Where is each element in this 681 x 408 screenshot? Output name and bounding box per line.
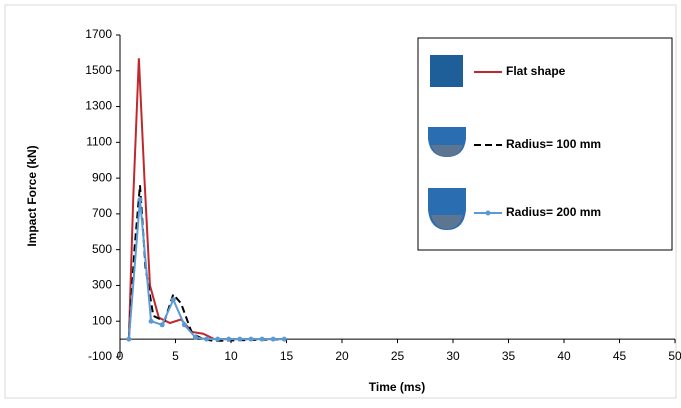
- y-tick-label: 1100: [86, 135, 112, 149]
- y-axis-title: Impact Force (kN): [25, 145, 39, 246]
- marker: [237, 336, 243, 342]
- line: [127, 199, 285, 341]
- y-tick-label: 100: [92, 313, 112, 327]
- marker: [181, 322, 187, 328]
- x-axis-title: Time (ms): [369, 380, 425, 394]
- x-tick-label: 25: [391, 349, 405, 363]
- y-tick-label: -100: [88, 349, 112, 363]
- legend: Flat shape Radius= 100 mm Radius= 200 mm: [417, 37, 673, 251]
- y-tick-label: 1500: [85, 63, 112, 77]
- legend-label: Radius= 200 mm: [506, 205, 601, 219]
- marker: [170, 297, 176, 303]
- y-tick-label: 1700: [85, 27, 112, 41]
- legend-icon: [431, 145, 463, 157]
- marker: [126, 336, 132, 342]
- legend-icon: [431, 215, 463, 229]
- x-tick-label: 50: [668, 349, 681, 363]
- marker: [226, 336, 232, 342]
- marker: [159, 322, 165, 328]
- y-tick-label: 1300: [85, 99, 112, 113]
- marker: [270, 336, 276, 342]
- line: [127, 185, 287, 342]
- marker: [192, 334, 198, 340]
- marker: [137, 197, 143, 203]
- marker: [248, 336, 254, 342]
- y-tick-label: 700: [92, 206, 112, 220]
- x-tick-label: 15: [280, 349, 294, 363]
- y-tick-label: 500: [92, 242, 112, 256]
- legend-icon: [430, 55, 463, 87]
- y-tick-label: 900: [92, 170, 112, 184]
- marker: [215, 336, 221, 342]
- line: [127, 58, 287, 341]
- x-tick-label: 10: [224, 349, 238, 363]
- marker: [204, 336, 210, 342]
- legend-label: Flat shape: [506, 64, 566, 78]
- y-tick-label: 300: [92, 278, 112, 292]
- legend-label: Radius= 100 mm: [506, 137, 601, 151]
- chart-border: [4, 4, 677, 399]
- legend-marker: [485, 210, 491, 216]
- marker: [281, 336, 287, 342]
- x-tick-label: 45: [613, 349, 627, 363]
- x-tick-label: 35: [502, 349, 516, 363]
- x-tick-label: 30: [446, 349, 460, 363]
- x-tick-label: 20: [335, 349, 349, 363]
- marker: [148, 318, 154, 324]
- x-tick-label: 40: [557, 349, 571, 363]
- x-tick-label: 0: [117, 349, 124, 363]
- marker: [259, 336, 265, 342]
- x-tick-label: 5: [172, 349, 179, 363]
